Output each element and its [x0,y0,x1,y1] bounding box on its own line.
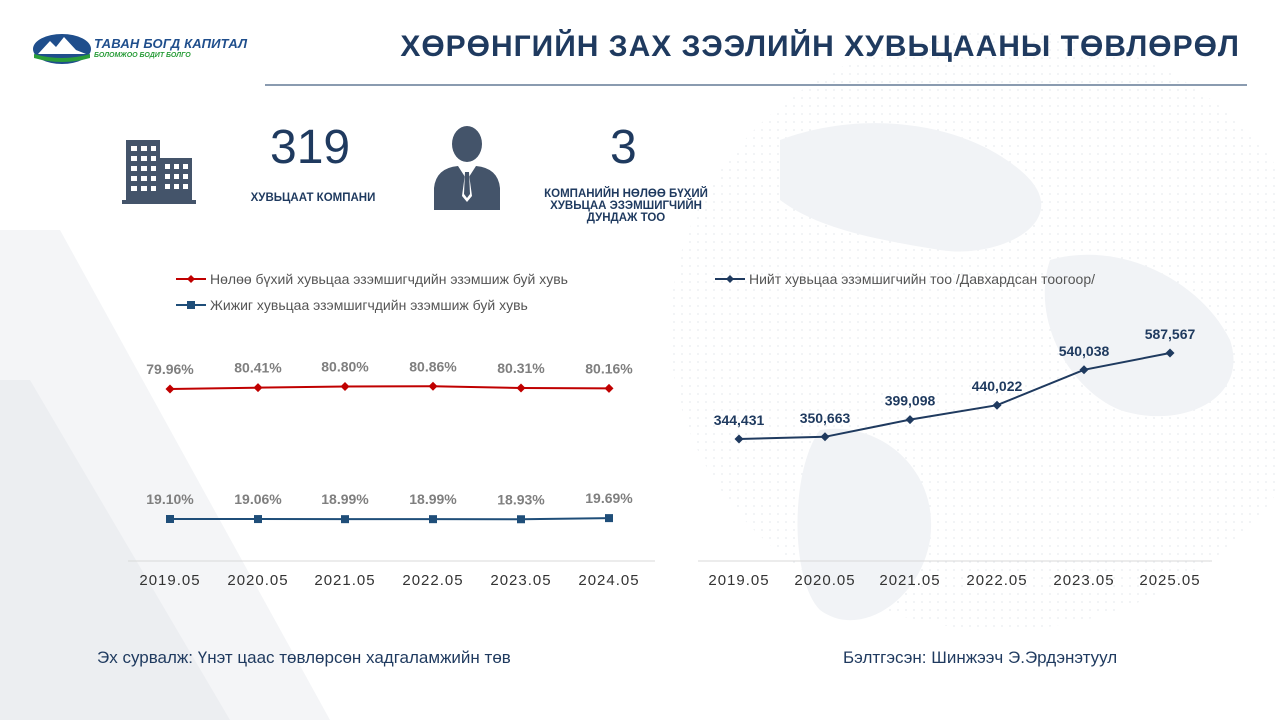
legend-marker-navy-diamond [715,275,745,283]
chart2-total-series-line [738,352,1171,440]
chart1-data-label: 80.16% [585,360,633,376]
chart1-data-label: 19.10% [146,491,194,507]
chart1-major-point [428,381,438,391]
chart1-minor-point [254,515,262,524]
companies-count: 319 [270,121,351,174]
legend-marker-blue-square [176,301,206,309]
chart1-data-label: 80.31% [497,360,545,376]
chart2-x-tick-label: 2021.05 [879,572,940,589]
chart2-data-label: 350,663 [800,410,851,426]
source-note: Эх сурвалж: Үнэт цаас төвлөрсөн хадгалам… [97,648,511,667]
chart2-total-point [820,432,830,442]
chart1-x-tick-label: 2021.05 [314,572,375,589]
chart1-x-tick-label: 2019.05 [139,572,200,589]
chart1-data-label: 80.41% [234,360,282,376]
chart1-data-label: 79.96% [146,361,194,377]
businessman-icon [434,126,500,210]
holders-label: КОМПАНИЙН НӨЛӨӨ БҮХИЙ ХУВЬЦАА ЭЗЭМШИГЧИЙ… [528,188,724,224]
chart2-x-tick-label: 2023.05 [1053,572,1114,589]
legend-series-major: Нөлөө бүхий хувьцаа эзэмшигчдийн эзэмшиж… [176,271,568,287]
companies-label: ХУВЬЦААТ КОМПАНИ [250,192,376,204]
chart1-minor-series-line [169,517,610,521]
chart1-minor-point [429,515,437,524]
chart1-major-point [516,383,526,393]
chart2-x-tick-label: 2019.05 [708,572,769,589]
chart1-minor-point [605,514,613,523]
holders-label-line-1: КОМПАНИЙН НӨЛӨӨ БҮХИЙ [544,188,708,200]
chart1-minor-point [341,515,349,524]
chart2-total-point [992,400,1002,410]
company-logo: ТАВАН БОГД КАПИТАЛ БОЛОМЖОО БОДИТ БОЛГО [32,32,247,72]
chart2-total-point [1079,365,1089,375]
building-icon [122,140,196,204]
legend-label-total: Нийт хувьцаа эзэмшигчийн тоо /Давхардсан… [749,271,1096,287]
prepared-by-note: Бэлтгэсэн: Шинжээч Э.Эрдэнэтуул [843,648,1118,667]
chart1-x-tick-label: 2022.05 [402,572,463,589]
holders-count: 3 [610,121,637,174]
title-divider [265,84,1247,86]
chart2-x-tick-label: 2022.05 [966,572,1027,589]
legend-label-minor: Жижиг хувьцаа эзэмшигчдийн эзэмшиж буй х… [210,297,528,313]
chart2-data-label: 399,098 [885,393,936,409]
chart2-total-point [734,434,744,444]
chart2-total-point [905,415,915,425]
chart1-x-tick-label: 2023.05 [490,572,551,589]
chart1-x-tick-label: 2024.05 [578,572,639,589]
chart1-major-point [604,383,614,393]
logo-name: ТАВАН БОГД КАПИТАЛ [94,36,248,51]
chart1-data-label: 18.93% [497,491,545,507]
holders-label-line-3: ДУНДАЖ ТОО [586,212,666,224]
chart2-total-point [1165,348,1175,358]
chart2-data-label: 440,022 [972,378,1023,394]
chart1-data-label: 80.80% [321,358,369,374]
chart2-data-label: 587,567 [1145,326,1196,342]
legend-series-minor: Жижиг хувьцаа эзэмшигчдийн эзэмшиж буй х… [176,297,528,313]
logo-tagline: БОЛОМЖОО БОДИТ БОЛГО [94,52,191,59]
chart1-data-label: 19.69% [585,490,633,506]
chart1-major-point [340,381,350,391]
chart1-minor-point [517,515,525,524]
legend-series-total: Нийт хувьцаа эзэмшигчийн тоо /Давхардсан… [715,271,1095,287]
chart1-minor-point [166,515,174,523]
chart1-data-label: 18.99% [409,491,457,507]
chart1-major-point [253,383,263,393]
chart2-x-tick-label: 2020.05 [794,572,855,589]
chart1-data-label: 80.86% [409,358,457,374]
legend-marker-red-diamond [176,275,206,283]
legend-label-major: Нөлөө бүхий хувьцаа эзэмшигчдийн эзэмшиж… [210,271,568,287]
chart2-data-label: 344,431 [714,412,765,428]
chart1-data-label: 19.06% [234,491,282,507]
chart1-data-label: 18.99% [321,491,369,507]
chart1-major-point [165,384,175,394]
mountain-logo-icon [33,34,91,64]
chart2-data-label: 540,038 [1059,343,1110,359]
chart1-major-series-line [169,385,610,390]
chart2-x-tick-label: 2025.05 [1139,572,1200,589]
holders-label-line-2: ХУВЬЦАА ЭЗЭМШИГЧИЙН [550,200,702,212]
chart1-x-tick-label: 2020.05 [227,572,288,589]
page-title: ХӨРӨНГИЙН ЗАХ ЗЭЭЛИЙН ХУВЬЦААНЫ ТӨВЛӨРӨЛ [400,30,1240,63]
